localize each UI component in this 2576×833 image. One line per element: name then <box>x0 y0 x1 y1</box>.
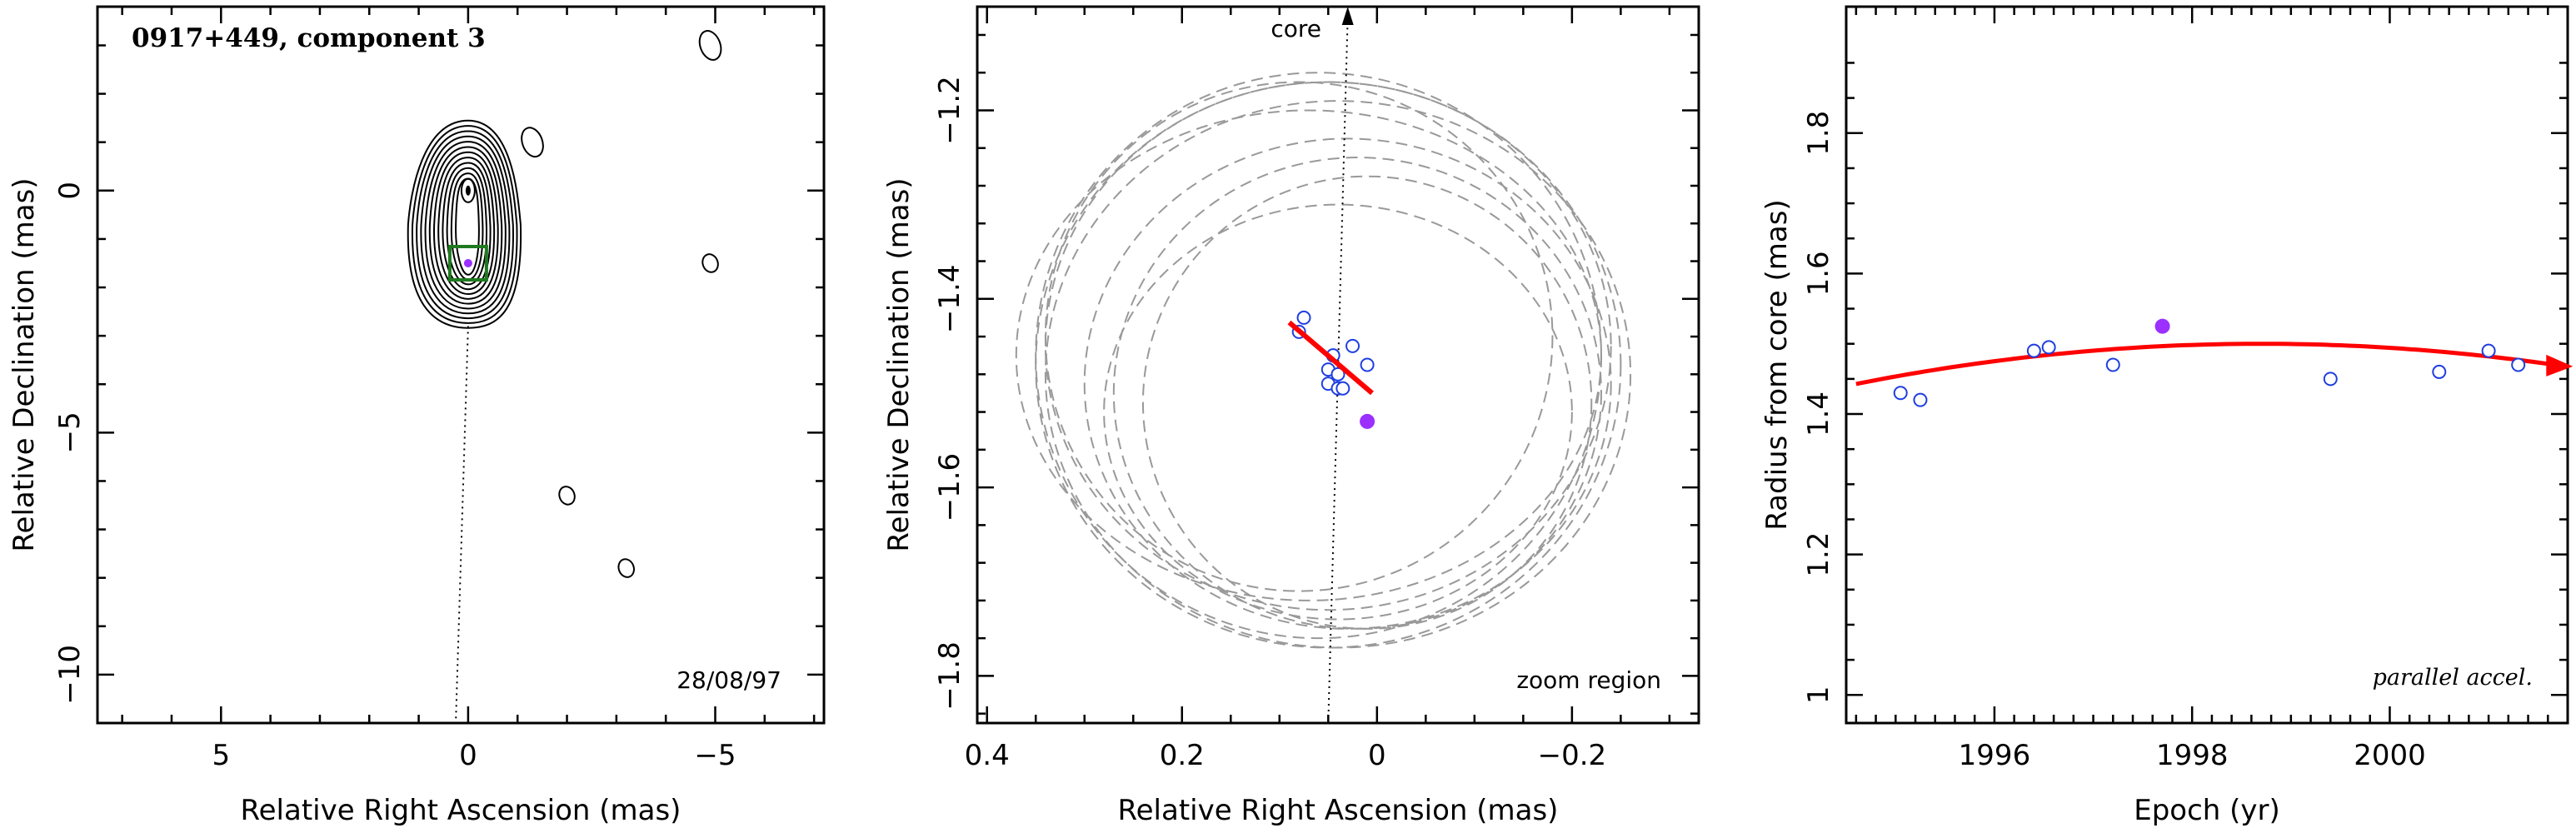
panel2-xlabel: Relative Right Ascension (mas) <box>1118 794 1559 827</box>
fit-arrow-icon <box>2546 354 2574 377</box>
uncertainty-ellipse <box>1035 81 1622 649</box>
y-tick-label: 1 <box>1802 686 1835 704</box>
contour-level <box>424 141 507 310</box>
measurement-point <box>1345 338 1360 353</box>
panel3-xlabel: Epoch (yr) <box>2134 794 2280 827</box>
y-tick-label: −1.4 <box>933 265 966 334</box>
contour-level <box>416 130 514 320</box>
panel2-ylabel: Relative Declination (mas) <box>882 177 916 551</box>
radius-point <box>2511 357 2526 372</box>
motion-vector <box>1287 320 1374 396</box>
panel3-annotation: parallel accel. <box>2373 665 2533 691</box>
panel1-ticks: 5 0 −5 0 −5 −10 <box>53 7 824 772</box>
contour-level <box>412 125 518 324</box>
panel2-uncertainty-ellipses <box>1015 72 1632 649</box>
contour-level <box>437 157 496 296</box>
panel1-xlabel: Relative Right Ascension (mas) <box>241 794 681 827</box>
isolated-contour <box>521 127 544 158</box>
contour-level <box>407 119 522 329</box>
panel1-frame <box>96 5 826 725</box>
x-tick-label: 1998 <box>2156 739 2229 772</box>
uncertainty-ellipse <box>1141 175 1593 630</box>
x-tick-label: 0 <box>1368 739 1386 772</box>
measurement-point <box>1360 357 1375 372</box>
contour-level <box>442 162 492 291</box>
radius-point <box>2105 357 2120 372</box>
y-tick-label: 1.8 <box>1802 111 1835 156</box>
core-peak <box>465 185 471 196</box>
contour-level <box>420 135 511 315</box>
y-tick-label: 1.6 <box>1802 251 1835 296</box>
panel2-frame <box>976 5 1700 725</box>
contour-level <box>433 151 499 300</box>
uncertainty-ellipse <box>1044 100 1632 649</box>
y-tick-label: 1.2 <box>1802 532 1835 577</box>
panel3-ticks: 1996 1998 2000 1 1.2 1.4 1.6 1.8 <box>1802 7 2568 772</box>
panel3-points <box>1893 318 2526 407</box>
measurement-point <box>1335 381 1350 396</box>
jet-direction-line <box>455 326 469 724</box>
measurement-point <box>1296 310 1311 325</box>
x-tick-label: −5 <box>694 739 736 772</box>
panel1-title: 0917+449, component 3 <box>132 23 486 53</box>
y-tick-label: −5 <box>53 412 87 453</box>
isolated-contour <box>617 558 635 578</box>
panel1-contours <box>407 30 722 578</box>
uncertainty-ellipse <box>1015 109 1602 601</box>
uncertainty-ellipse <box>1103 203 1573 621</box>
isolated-contour <box>698 30 722 61</box>
radius-point <box>1913 392 1928 407</box>
radius-point <box>2481 343 2496 358</box>
core-arrow-icon <box>1341 7 1354 25</box>
x-tick-label: 5 <box>212 739 230 772</box>
contour-level <box>455 177 480 276</box>
x-tick-label: 1996 <box>1959 739 2031 772</box>
panel2-points <box>1291 310 1375 429</box>
panel1-date: 28/08/97 <box>676 666 781 694</box>
x-tick-label: 0.4 <box>965 739 1010 772</box>
panel-radius-vs-epoch: 1996 1998 2000 1 1.2 1.4 1.6 1.8 parallel accel… <box>1760 5 2574 827</box>
measurement-point <box>1330 367 1345 382</box>
x-tick-label: 0 <box>459 739 477 772</box>
isolated-contour <box>701 253 719 273</box>
contour-level <box>428 146 503 305</box>
y-tick-label: −1.2 <box>933 76 966 145</box>
y-tick-label: −10 <box>53 645 87 705</box>
isolated-contour <box>558 486 576 506</box>
panel3-ylabel: Radius from core (mas) <box>1760 199 1794 530</box>
fit-curve <box>1855 342 2549 387</box>
uncertainty-ellipse <box>1083 137 1612 630</box>
panel2-annotation: zoom region <box>1516 666 1661 694</box>
radius-point <box>2026 343 2041 358</box>
x-tick-label: 2000 <box>2354 739 2426 772</box>
x-tick-label: 0.2 <box>1160 739 1205 772</box>
uncertainty-ellipse <box>1044 81 1612 611</box>
component-marker <box>463 258 472 267</box>
current-epoch-radius-point <box>2154 318 2170 334</box>
y-tick-label: 1.4 <box>1802 392 1835 436</box>
current-epoch-point <box>1360 413 1375 429</box>
x-tick-label: −0.2 <box>1538 739 1607 772</box>
uncertainty-ellipse <box>1044 81 1554 592</box>
panel-contour-map: 5 0 −5 0 −5 −10 0917+449, component 3 28/08/9… <box>7 5 826 827</box>
y-tick-label: −1.8 <box>933 641 966 711</box>
core-contour <box>460 177 476 203</box>
y-tick-label: 0 <box>53 182 87 200</box>
core-label: core <box>1271 15 1321 42</box>
radius-point <box>2323 372 2338 387</box>
core-direction-line <box>1327 16 1349 724</box>
radius-point <box>1893 386 1908 401</box>
panel2-ticks: 0.4 0.2 0 −0.2 −1.2 −1.4 −1.6 −1.8 <box>933 7 1699 772</box>
component-box <box>447 244 488 282</box>
uncertainty-ellipse <box>1112 157 1602 630</box>
panel1-ylabel: Relative Declination (mas) <box>7 177 41 551</box>
y-tick-label: −1.6 <box>933 453 966 522</box>
contour-level <box>446 167 487 286</box>
radius-point <box>2041 340 2056 355</box>
radius-point <box>2432 364 2447 379</box>
panel-zoom-region: 0.4 0.2 0 −0.2 −1.2 −1.4 −1.6 −1.8 core zoom re… <box>882 5 1700 827</box>
